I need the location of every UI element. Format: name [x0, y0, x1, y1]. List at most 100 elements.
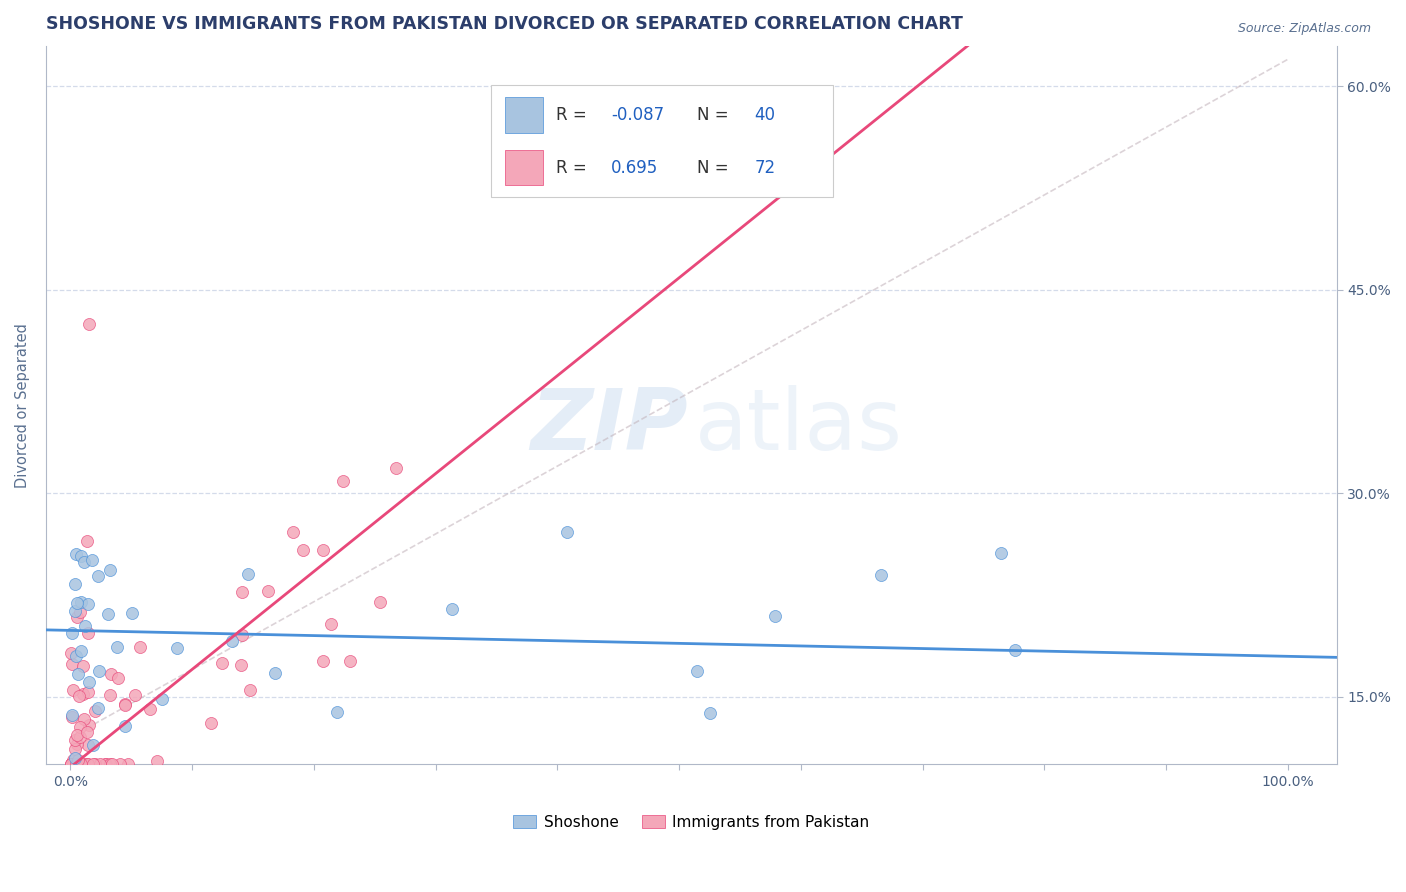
Point [100, 563, 122, 577]
Point [69, 549, 91, 563]
Point [1004, 643, 1026, 657]
Point [231, 628, 253, 642]
Text: SHOSHONE VS IMMIGRANTS FROM PAKISTAN DIVORCED OR SEPARATED CORRELATION CHART: SHOSHONE VS IMMIGRANTS FROM PAKISTAN DIV… [46, 15, 963, 33]
Point [67, 753, 90, 767]
Point [77, 757, 100, 772]
Point [555, 524, 578, 539]
Point [312, 543, 335, 558]
Point [76, 757, 98, 772]
Text: Source: ZipAtlas.com: Source: ZipAtlas.com [1237, 22, 1371, 36]
Point [200, 716, 222, 731]
Point [870, 567, 893, 582]
Y-axis label: Divorced or Separated: Divorced or Separated [15, 323, 30, 488]
Point [65, 750, 87, 764]
Point [65, 609, 87, 624]
Point [60, 707, 83, 722]
Point [65, 547, 87, 561]
Point [60, 626, 83, 640]
Point [62, 757, 84, 772]
Point [89, 757, 111, 772]
Point [96, 757, 118, 772]
Point [77, 738, 100, 752]
Point [60, 710, 83, 724]
Point [150, 691, 173, 706]
Point [77, 317, 100, 331]
Point [59, 757, 82, 772]
Point [73, 556, 96, 570]
Point [65, 757, 87, 772]
Point [292, 543, 315, 558]
Point [69, 644, 91, 658]
Point [60, 657, 83, 671]
Point [231, 585, 253, 599]
Point [114, 698, 136, 712]
Point [368, 595, 391, 609]
Point [63, 742, 86, 756]
Point [67, 689, 90, 703]
Point [82, 757, 104, 772]
Point [97, 607, 120, 622]
Point [121, 606, 143, 620]
Point [83, 757, 105, 772]
Point [69, 757, 91, 772]
Point [77, 675, 100, 690]
Point [257, 584, 280, 599]
Point [76, 725, 98, 739]
Point [440, 602, 463, 616]
Point [283, 525, 305, 540]
Point [73, 619, 96, 633]
Point [66, 757, 89, 772]
Point [312, 654, 335, 668]
Point [76, 597, 98, 611]
Point [231, 657, 253, 672]
Point [124, 688, 146, 702]
Point [73, 757, 96, 772]
Point [264, 666, 287, 681]
Point [763, 608, 786, 623]
Point [69, 605, 91, 619]
Point [236, 566, 259, 581]
Point [60, 757, 83, 772]
Point [239, 682, 262, 697]
Point [98, 688, 121, 702]
Point [117, 757, 139, 772]
Point [82, 552, 104, 566]
Point [76, 534, 98, 549]
Point [65, 649, 87, 664]
Point [82, 738, 104, 752]
Point [211, 656, 233, 670]
Point [65, 733, 87, 747]
Point [62, 682, 84, 697]
Point [114, 719, 136, 733]
Text: ZIP: ZIP [530, 385, 688, 468]
Point [67, 757, 90, 772]
Point [76, 685, 98, 699]
Point [73, 713, 96, 727]
Point [101, 757, 124, 772]
Point [60, 646, 83, 660]
Point [66, 728, 89, 742]
Point [77, 718, 100, 732]
Point [129, 640, 152, 654]
Point [105, 640, 128, 654]
Point [114, 697, 136, 711]
Point [686, 664, 709, 678]
Point [332, 475, 354, 489]
Point [65, 604, 87, 618]
Point [59, 757, 82, 772]
Point [87, 569, 110, 583]
Point [166, 640, 188, 655]
Point [699, 706, 721, 721]
Point [93, 757, 115, 772]
Point [72, 686, 94, 700]
Point [385, 461, 408, 475]
Point [110, 757, 132, 772]
Point [990, 546, 1012, 560]
Point [100, 757, 122, 772]
Point [63, 577, 86, 591]
Point [70, 757, 93, 772]
Point [62, 753, 84, 767]
Point [139, 702, 162, 716]
Point [69, 730, 91, 744]
Point [66, 596, 89, 610]
